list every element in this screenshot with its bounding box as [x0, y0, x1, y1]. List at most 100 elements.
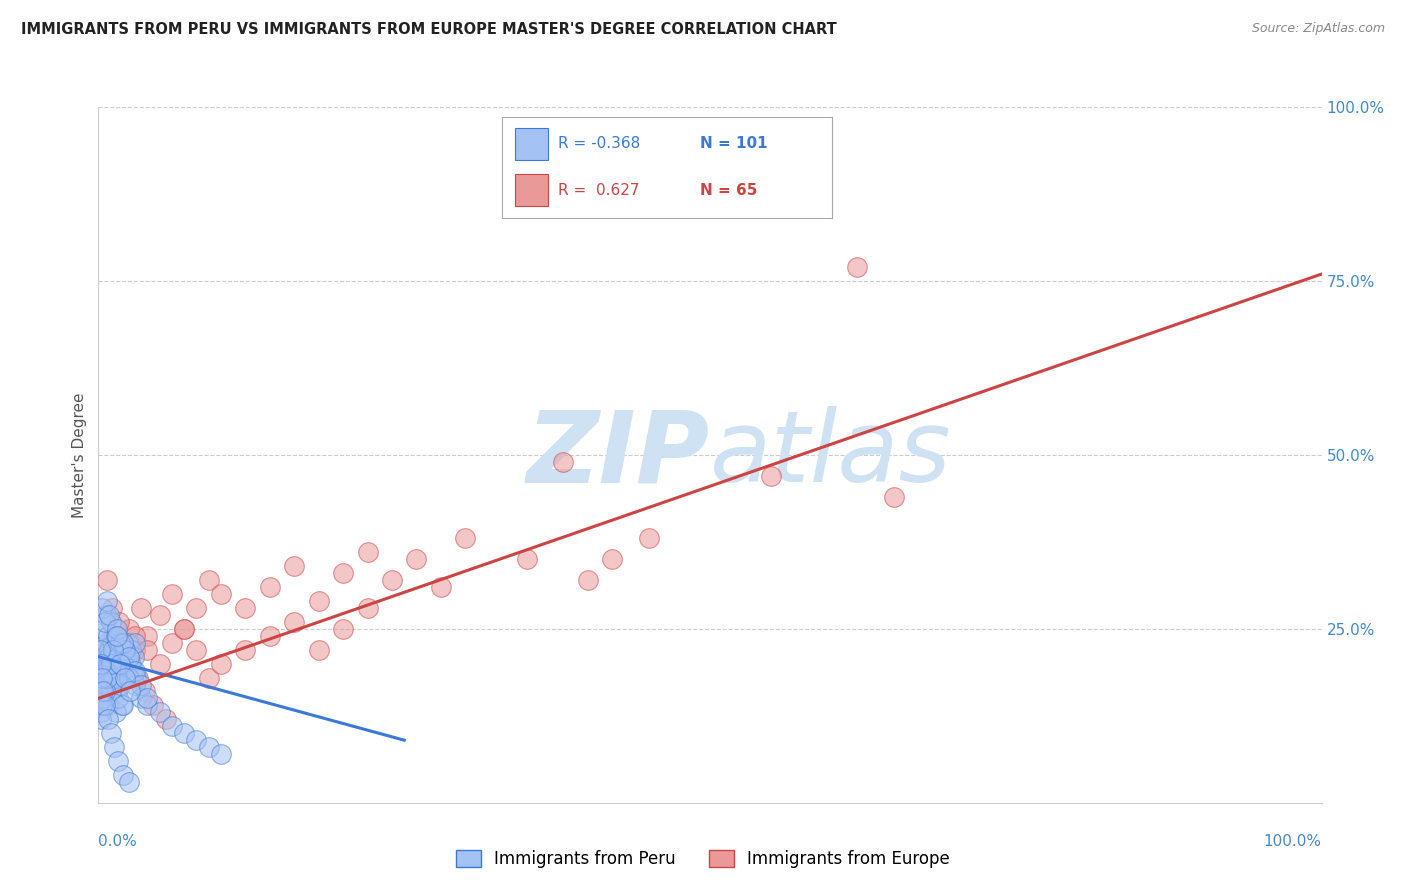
Point	[515, 552, 537, 566]
Point	[155, 712, 177, 726]
Point	[129, 601, 152, 615]
Point	[101, 636, 124, 650]
Point	[96, 671, 118, 685]
Point	[97, 657, 120, 671]
Point	[233, 642, 256, 657]
Point	[197, 671, 219, 685]
Point	[97, 698, 120, 713]
Point	[105, 629, 128, 643]
Point	[105, 642, 128, 657]
Point	[136, 691, 159, 706]
Point	[120, 657, 142, 671]
Point	[160, 636, 183, 650]
Point	[883, 490, 905, 504]
Point	[600, 552, 623, 566]
Point	[118, 671, 141, 685]
Point	[761, 468, 783, 483]
Point	[105, 649, 128, 664]
Point	[107, 642, 129, 657]
Point	[111, 671, 134, 685]
Point	[96, 573, 118, 587]
Point	[111, 664, 134, 678]
Point	[332, 622, 354, 636]
Point	[91, 671, 114, 685]
Point	[356, 601, 378, 615]
Point	[97, 712, 120, 726]
Point	[91, 691, 114, 706]
Point	[283, 559, 305, 574]
Text: atlas: atlas	[710, 407, 952, 503]
Point	[101, 636, 124, 650]
Point	[120, 642, 142, 657]
Point	[103, 671, 125, 685]
Point	[104, 629, 127, 643]
Point	[209, 587, 232, 601]
Point	[91, 622, 114, 636]
Point	[93, 657, 115, 671]
Point	[98, 642, 121, 657]
Point	[160, 587, 183, 601]
Point	[101, 629, 124, 643]
Point	[186, 601, 208, 615]
Point	[454, 532, 477, 546]
Point	[173, 726, 195, 740]
Point	[100, 615, 122, 629]
Point	[98, 671, 121, 685]
Point	[105, 684, 128, 698]
Point	[197, 740, 219, 755]
Point	[111, 768, 134, 782]
Point	[94, 684, 117, 698]
Point	[136, 642, 159, 657]
Point	[134, 684, 156, 698]
Point	[100, 726, 122, 740]
Point	[120, 657, 142, 671]
Point	[111, 636, 134, 650]
Point	[111, 657, 134, 671]
Point	[89, 642, 111, 657]
Point	[114, 642, 136, 657]
Point	[104, 629, 127, 643]
Point	[90, 712, 112, 726]
Point	[197, 573, 219, 587]
Point	[149, 706, 172, 720]
Point	[93, 684, 115, 698]
Point	[120, 684, 142, 698]
Point	[90, 657, 112, 671]
Point	[115, 649, 138, 664]
Point	[118, 775, 141, 789]
Point	[103, 740, 125, 755]
Point	[91, 664, 114, 678]
Point	[100, 657, 122, 671]
Point	[101, 642, 124, 657]
Point	[96, 671, 118, 685]
Point	[332, 566, 354, 581]
Point	[104, 657, 127, 671]
Point	[98, 607, 121, 622]
Point	[118, 649, 141, 664]
Point	[576, 573, 599, 587]
Text: 0.0%: 0.0%	[98, 834, 138, 849]
Point	[91, 684, 114, 698]
Point	[112, 642, 135, 657]
Text: 100.0%: 100.0%	[1264, 834, 1322, 849]
Point	[149, 657, 172, 671]
Point	[356, 545, 378, 559]
Point	[259, 629, 281, 643]
Text: ZIP: ZIP	[527, 407, 710, 503]
Point	[93, 615, 115, 629]
Point	[90, 657, 112, 671]
Point	[100, 664, 122, 678]
Point	[149, 607, 172, 622]
Point	[91, 691, 114, 706]
Point	[110, 677, 132, 691]
Point	[94, 607, 117, 622]
Point	[259, 580, 281, 594]
Point	[114, 664, 136, 678]
Point	[91, 642, 114, 657]
Point	[173, 622, 195, 636]
Point	[160, 719, 183, 733]
Point	[118, 671, 141, 685]
Point	[111, 657, 134, 671]
Point	[110, 636, 132, 650]
Point	[100, 671, 122, 685]
